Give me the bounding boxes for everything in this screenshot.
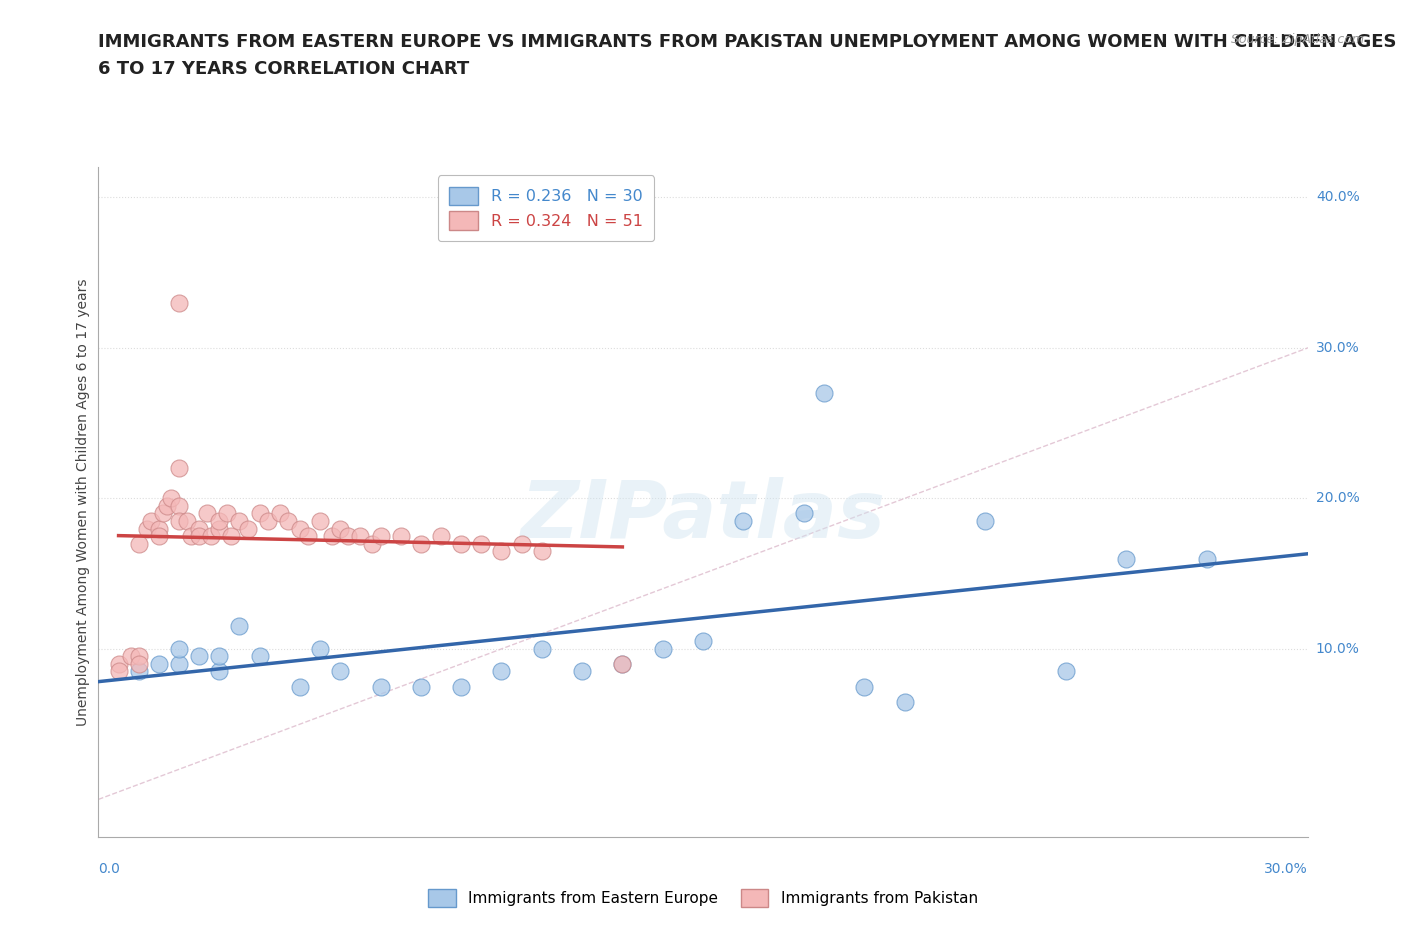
Point xyxy=(249,649,271,664)
Point xyxy=(167,498,190,513)
Point xyxy=(128,536,150,551)
Point xyxy=(167,513,190,528)
Point xyxy=(450,679,472,694)
Text: 20.0%: 20.0% xyxy=(1316,491,1360,505)
Point xyxy=(167,461,190,476)
Point xyxy=(450,536,472,551)
Point xyxy=(321,528,343,543)
Point xyxy=(188,521,211,536)
Point xyxy=(853,679,876,694)
Point xyxy=(1195,551,1218,566)
Point xyxy=(256,513,278,528)
Point xyxy=(893,694,915,709)
Point xyxy=(156,498,179,513)
Point xyxy=(148,657,170,671)
Text: 0.0: 0.0 xyxy=(98,862,121,876)
Point xyxy=(228,618,250,633)
Point xyxy=(188,649,211,664)
Point xyxy=(733,513,755,528)
Point xyxy=(1115,551,1137,566)
Point xyxy=(491,544,513,559)
Point xyxy=(208,513,231,528)
Point xyxy=(491,664,513,679)
Point xyxy=(120,649,142,664)
Point xyxy=(152,506,174,521)
Point xyxy=(128,649,150,664)
Point xyxy=(217,506,239,521)
Point xyxy=(530,642,553,657)
Point xyxy=(236,521,259,536)
Point xyxy=(107,657,129,671)
Point xyxy=(148,521,170,536)
Point xyxy=(139,513,162,528)
Point xyxy=(188,528,211,543)
Point xyxy=(208,649,231,664)
Point xyxy=(409,536,432,551)
Point xyxy=(309,513,332,528)
Text: 30.0%: 30.0% xyxy=(1264,862,1308,876)
Point xyxy=(128,657,150,671)
Point xyxy=(370,679,392,694)
Legend: Immigrants from Eastern Europe, Immigrants from Pakistan: Immigrants from Eastern Europe, Immigran… xyxy=(422,884,984,913)
Text: ZIPatlas: ZIPatlas xyxy=(520,476,886,554)
Point xyxy=(530,544,553,559)
Text: IMMIGRANTS FROM EASTERN EUROPE VS IMMIGRANTS FROM PAKISTAN UNEMPLOYMENT AMONG WO: IMMIGRANTS FROM EASTERN EUROPE VS IMMIGR… xyxy=(98,33,1398,50)
Point xyxy=(793,506,815,521)
Point xyxy=(389,528,412,543)
Point xyxy=(167,642,190,657)
Text: 6 TO 17 YEARS CORRELATION CHART: 6 TO 17 YEARS CORRELATION CHART xyxy=(98,60,470,78)
Point xyxy=(288,679,311,694)
Point xyxy=(176,513,198,528)
Point xyxy=(510,536,533,551)
Point xyxy=(160,491,183,506)
Point xyxy=(269,506,291,521)
Point xyxy=(135,521,157,536)
Y-axis label: Unemployment Among Women with Children Ages 6 to 17 years: Unemployment Among Women with Children A… xyxy=(76,278,90,726)
Point xyxy=(180,528,202,543)
Point xyxy=(337,528,360,543)
Point xyxy=(612,657,634,671)
Point xyxy=(208,521,231,536)
Text: 40.0%: 40.0% xyxy=(1316,191,1360,205)
Point xyxy=(409,679,432,694)
Point xyxy=(813,386,835,401)
Point xyxy=(349,528,371,543)
Point xyxy=(651,642,673,657)
Point xyxy=(249,506,271,521)
Legend: R = 0.236   N = 30, R = 0.324   N = 51: R = 0.236 N = 30, R = 0.324 N = 51 xyxy=(437,176,654,241)
Point xyxy=(128,664,150,679)
Point xyxy=(470,536,492,551)
Point xyxy=(612,657,634,671)
Point xyxy=(195,506,218,521)
Point xyxy=(309,642,332,657)
Point xyxy=(329,521,352,536)
Point xyxy=(430,528,453,543)
Point xyxy=(107,664,129,679)
Point xyxy=(288,521,311,536)
Point xyxy=(1054,664,1077,679)
Point xyxy=(167,657,190,671)
Point xyxy=(221,528,243,543)
Point xyxy=(208,664,231,679)
Text: 10.0%: 10.0% xyxy=(1316,642,1360,656)
Text: 30.0%: 30.0% xyxy=(1316,341,1360,355)
Point xyxy=(148,528,170,543)
Point xyxy=(297,528,319,543)
Point xyxy=(200,528,222,543)
Point xyxy=(361,536,384,551)
Point xyxy=(370,528,392,543)
Text: Source: ZipAtlas.com: Source: ZipAtlas.com xyxy=(1230,33,1364,46)
Point xyxy=(571,664,593,679)
Point xyxy=(228,513,250,528)
Point xyxy=(329,664,352,679)
Point xyxy=(692,634,714,649)
Point xyxy=(277,513,299,528)
Point xyxy=(974,513,997,528)
Point xyxy=(167,296,190,311)
